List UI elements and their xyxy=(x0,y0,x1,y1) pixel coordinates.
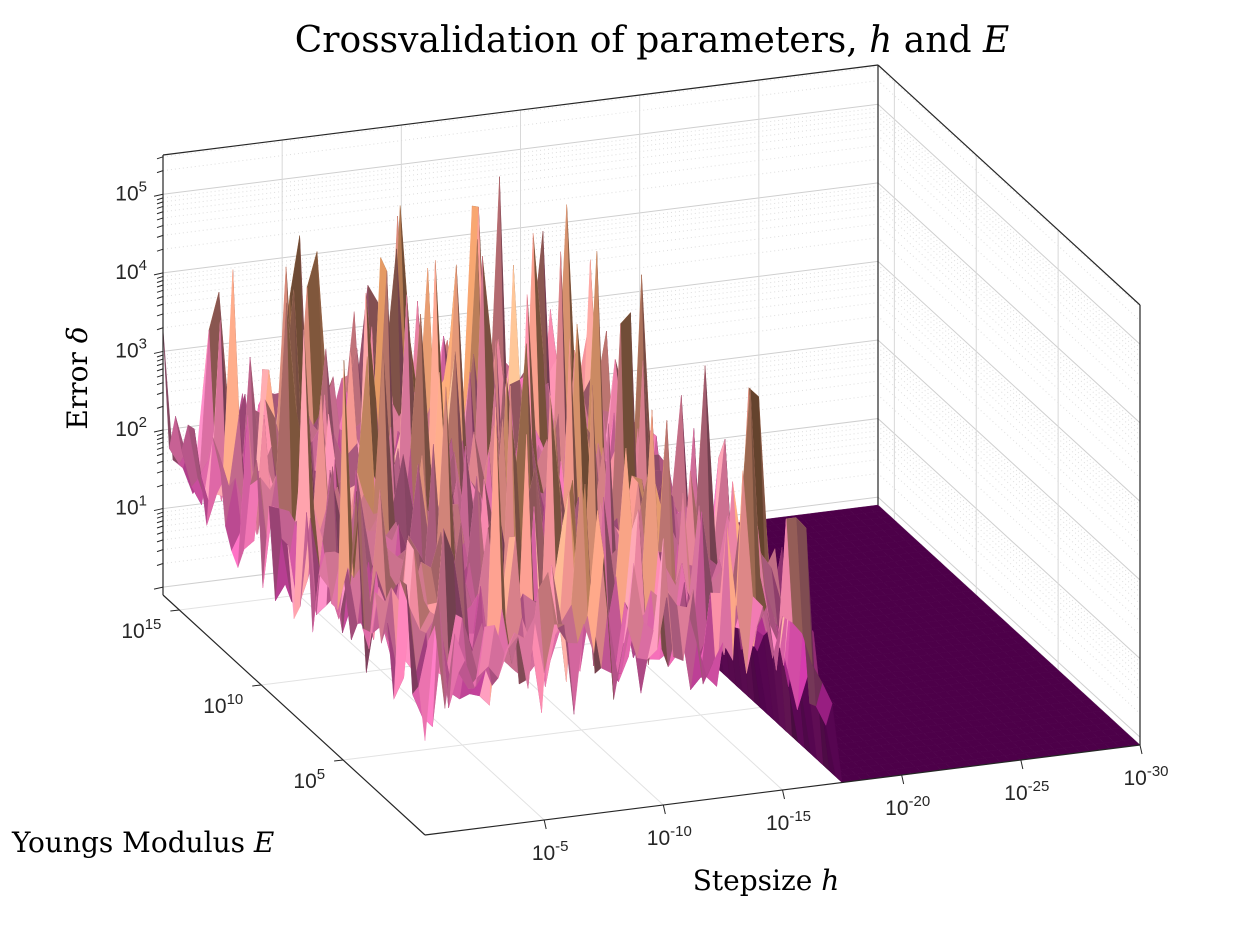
z-tick-mark xyxy=(153,508,164,512)
x-tick-mark xyxy=(782,789,785,800)
chart-title: Crossvalidation of parameters, h and E xyxy=(295,20,1009,61)
y-tick-label: 1015 xyxy=(121,616,161,643)
z-tick-mark xyxy=(156,433,164,437)
x-tick-mark xyxy=(662,804,666,815)
y-label-text: Youngs Modulus xyxy=(11,826,254,859)
x-label-var: h xyxy=(821,864,839,897)
z-tick-mark xyxy=(156,279,164,283)
z-tick-mark xyxy=(156,205,164,209)
surface-patch xyxy=(418,625,436,741)
z-tick-mark xyxy=(156,156,164,160)
x-tick-mark xyxy=(543,819,547,830)
x-tick-label: 10-15 xyxy=(766,808,811,835)
z-tick-mark xyxy=(156,470,164,474)
z-tick-mark xyxy=(156,453,164,457)
z-tick-mark xyxy=(156,563,164,566)
z-tick-mark xyxy=(156,484,164,488)
x-tick-label: 10-30 xyxy=(1123,763,1168,790)
z-tick-mark xyxy=(156,531,164,535)
z-tick-mark xyxy=(156,201,164,205)
z-tick-mark xyxy=(156,358,164,362)
z-tick-mark xyxy=(156,525,164,529)
z-tick-mark xyxy=(156,234,164,238)
z-label-var: δ xyxy=(61,326,94,343)
axis-edge xyxy=(162,594,426,836)
z-tick-mark xyxy=(156,327,164,331)
x-tick-label: 10-20 xyxy=(885,793,930,820)
z-tick-mark xyxy=(156,446,164,450)
z-tick-mark xyxy=(153,429,164,433)
z-tick-mark xyxy=(153,350,164,354)
x-axis-label: Stepsize h xyxy=(693,864,840,897)
x-tick-label: 10-25 xyxy=(1004,778,1049,805)
side-wall xyxy=(878,65,1140,745)
z-tick-mark xyxy=(156,296,164,299)
floor-grid-x xyxy=(281,579,545,821)
z-tick-mark xyxy=(156,289,164,293)
z-tick-mark xyxy=(153,272,164,276)
x-tick-mark xyxy=(1139,744,1143,755)
z-tick-mark xyxy=(156,197,164,201)
z-tick-mark xyxy=(156,549,164,553)
y-tick-mark xyxy=(170,609,180,612)
y-label-var: E xyxy=(253,826,274,859)
y-tick-mark xyxy=(334,759,344,762)
z-tick-mark xyxy=(156,217,164,221)
z-tick-mark xyxy=(156,511,164,515)
z-tick-mark xyxy=(156,368,164,372)
z-tick-mark xyxy=(156,284,164,288)
x-tick-mark xyxy=(1020,759,1024,770)
x-tick-mark xyxy=(901,774,905,785)
z-tick-mark xyxy=(153,193,164,197)
y-tick-label: 1010 xyxy=(203,691,243,718)
z-tick-mark xyxy=(156,460,164,464)
z-tick-mark xyxy=(153,586,164,590)
z-tick-mark xyxy=(156,515,164,519)
title-text: Crossvalidation of parameters, xyxy=(295,20,869,61)
y-tick-mark xyxy=(252,684,262,687)
z-tick-mark xyxy=(156,275,164,279)
z-tick-mark xyxy=(156,374,164,378)
z-tick-mark xyxy=(156,170,164,174)
z-tick-mark xyxy=(156,313,164,317)
x-label-text: Stepsize xyxy=(693,864,821,897)
z-tick-mark xyxy=(156,520,164,524)
z-tick-label: 103 xyxy=(115,335,147,362)
z-tick-label: 104 xyxy=(115,257,147,284)
z-tick-mark xyxy=(156,225,164,229)
axis-edge xyxy=(162,64,879,156)
x-tick-label: 10-10 xyxy=(647,823,692,850)
z-tick-mark xyxy=(156,303,164,307)
z-tick-mark xyxy=(156,211,164,215)
z-tick-mark xyxy=(156,437,164,441)
z-tick-mark xyxy=(156,405,164,409)
z-tick-label: 102 xyxy=(115,414,147,441)
title-var-e: E xyxy=(982,20,1009,61)
z-tick-mark xyxy=(156,363,164,367)
x-tick-label: 10-5 xyxy=(532,838,569,865)
y-tick-label: 105 xyxy=(293,766,325,793)
y-axis-label: Youngs Modulus E xyxy=(11,826,274,859)
z-tick-mark xyxy=(156,248,164,252)
z-label-text: Error xyxy=(61,343,94,429)
z-tick-mark xyxy=(156,392,164,395)
title-var-h: h xyxy=(869,20,892,61)
z-tick-mark xyxy=(156,382,164,386)
z-tick-mark xyxy=(156,354,164,358)
z-tick-label: 101 xyxy=(115,493,147,520)
axis-edge xyxy=(877,64,1141,306)
z-tick-label: 105 xyxy=(115,178,147,205)
title-text-and: and xyxy=(892,20,983,61)
surface-layer xyxy=(162,176,1141,784)
z-tick-mark xyxy=(156,539,164,543)
tick-layer: 101 102 103 104 105 105 1010 1015 10-5 10-10 10-15… xyxy=(115,156,1169,865)
z-axis-label: Error δ xyxy=(61,326,94,429)
z-tick-mark xyxy=(156,441,164,445)
